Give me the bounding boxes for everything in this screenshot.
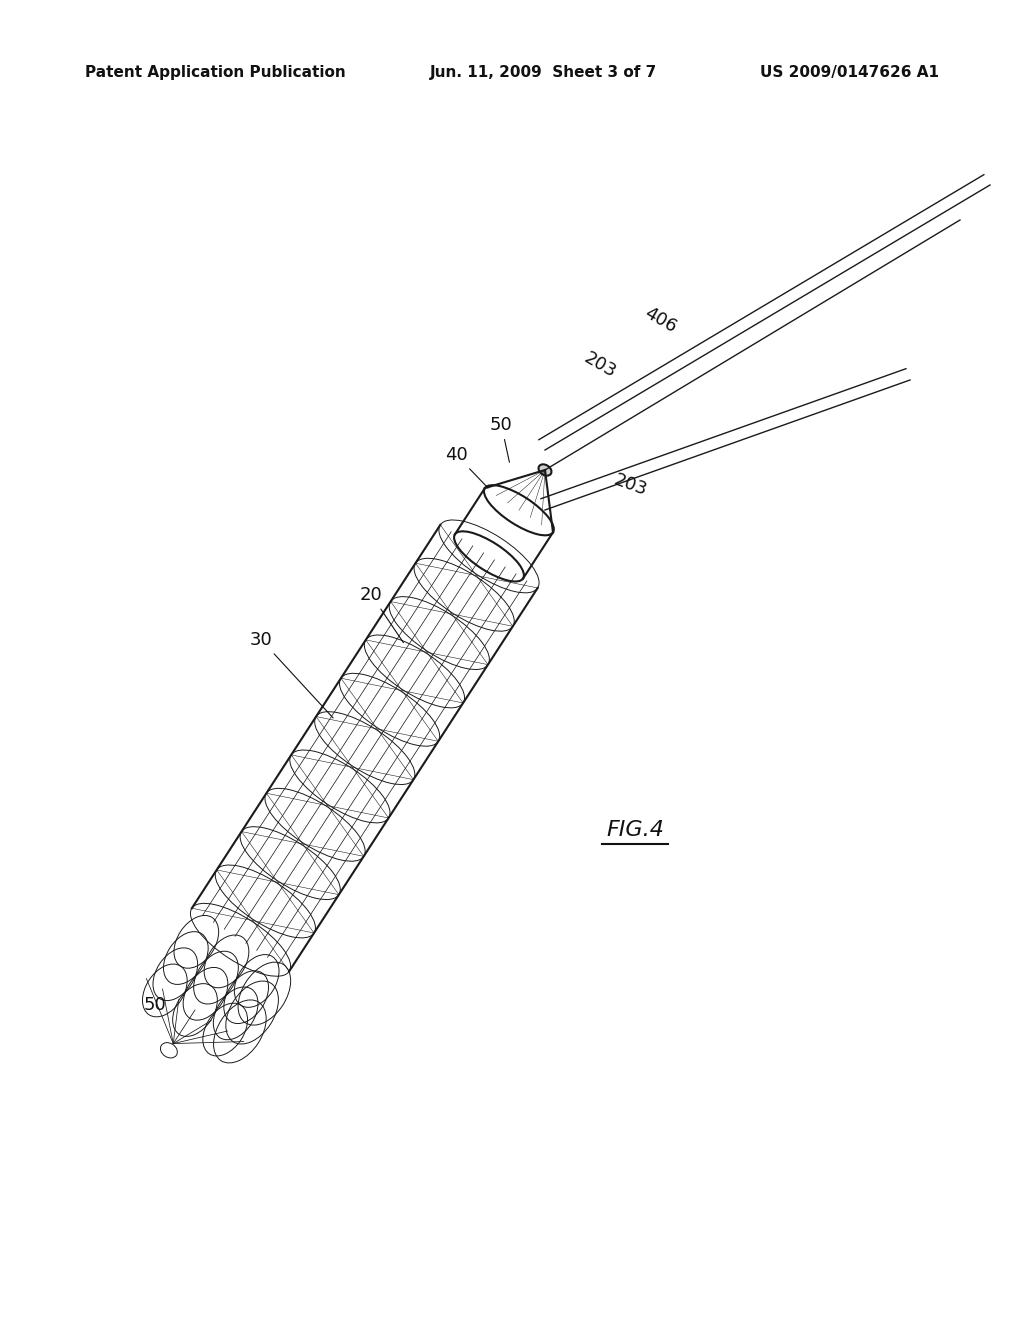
Text: 50: 50	[490, 416, 513, 462]
Text: Patent Application Publication: Patent Application Publication	[85, 65, 346, 79]
Text: 203: 203	[581, 348, 620, 381]
Text: FIG.4: FIG.4	[606, 820, 664, 840]
Text: 203: 203	[611, 471, 649, 499]
Text: Jun. 11, 2009  Sheet 3 of 7: Jun. 11, 2009 Sheet 3 of 7	[430, 65, 657, 79]
Text: 50: 50	[143, 997, 166, 1014]
Text: 20: 20	[360, 586, 403, 643]
Text: 406: 406	[641, 304, 679, 337]
Text: 40: 40	[445, 446, 488, 488]
Ellipse shape	[539, 465, 552, 475]
Text: US 2009/0147626 A1: US 2009/0147626 A1	[760, 65, 939, 79]
Text: 30: 30	[250, 631, 333, 718]
